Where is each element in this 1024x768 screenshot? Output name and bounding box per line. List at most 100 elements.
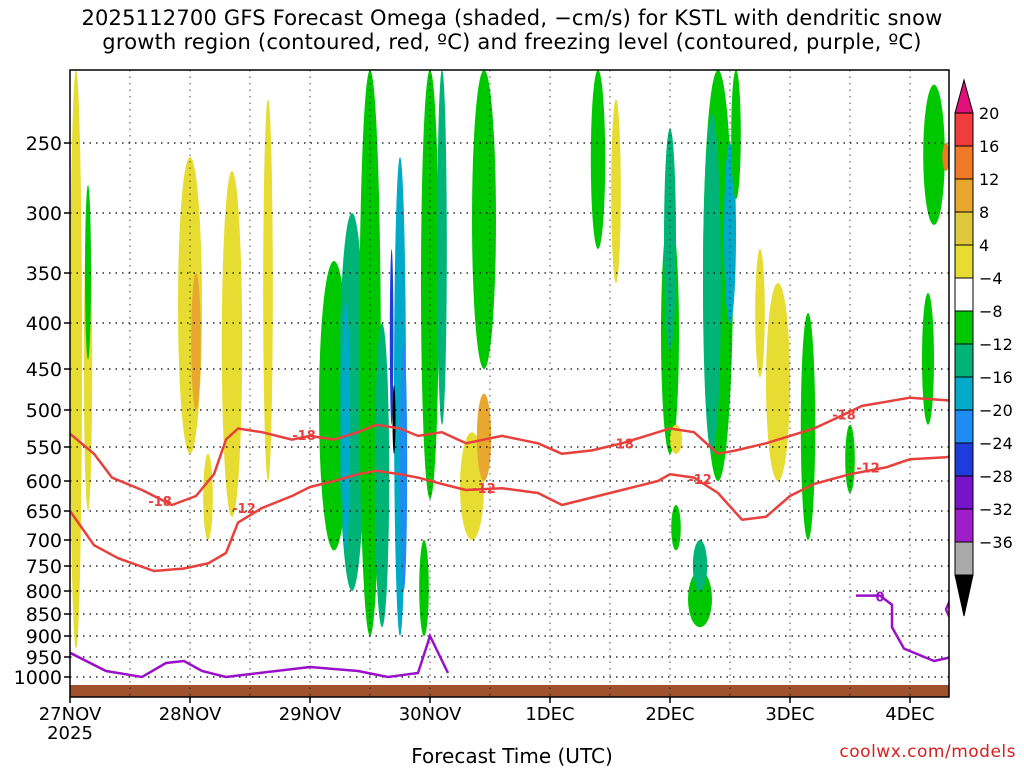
colorbar-swatch	[954, 244, 974, 279]
contour-label: -12	[856, 461, 880, 476]
colorbar-top-arrow	[954, 78, 974, 114]
omega-shade-region	[221, 171, 243, 517]
omega-shade-region	[703, 113, 721, 454]
omega-shade-region	[419, 540, 429, 636]
colorbar-swatch	[954, 310, 974, 345]
y-tick-label: 600	[26, 471, 62, 493]
colorbar-swatch	[954, 145, 974, 180]
colorbar-bottom-arrow	[954, 574, 974, 617]
x-tick-label: 4DEC	[885, 704, 934, 725]
colorbar-swatch	[954, 211, 974, 246]
colorbar-label: −24	[979, 434, 1013, 453]
colorbar-label: −4	[979, 269, 1003, 288]
colorbar-label: −20	[979, 401, 1013, 420]
x-tick-label: 3DEC	[765, 704, 814, 725]
contour-minus-18	[70, 396, 949, 507]
plot-frame	[69, 69, 950, 698]
omega-shade-region	[437, 70, 447, 425]
omega-shade-region	[670, 424, 682, 454]
chart-title-line-2: growth region (contoured, red, ºC) and f…	[102, 30, 922, 54]
omega-shade-region	[731, 70, 741, 199]
colorbar-swatch	[954, 376, 974, 411]
y-tick-label: 850	[26, 604, 62, 626]
colorbar-swatch	[954, 541, 974, 576]
omega-shade-region	[476, 393, 492, 481]
y-tick-label: 950	[26, 647, 62, 669]
omega-shade-region	[70, 70, 82, 649]
omega-shade-region	[692, 540, 708, 591]
colorbar-swatch	[954, 409, 974, 444]
contour-label: -18	[148, 495, 172, 510]
colorbar-label: 20	[979, 104, 999, 123]
omega-shade-region	[400, 341, 408, 591]
omega-shade-region	[341, 303, 351, 551]
omega-shade-region	[85, 185, 91, 360]
chart-title-line-1: 2025112700 GFS Forecast Omega (shaded, −…	[81, 6, 943, 30]
y-tick-label: 650	[26, 501, 62, 523]
contour-label: -18	[832, 408, 856, 423]
y-tick-label: 350	[26, 263, 62, 285]
omega-shade-region	[389, 249, 394, 425]
contour-label: -12	[472, 482, 496, 497]
omega-shade-region	[923, 84, 945, 225]
x-tick-label: 29NOV	[279, 704, 342, 725]
omega-shade-region	[374, 323, 390, 628]
omega-shade-region	[942, 143, 949, 171]
contour-label: -12	[232, 502, 256, 517]
colorbar-label: −16	[979, 368, 1013, 387]
contour-label: 0	[875, 591, 884, 606]
omega-shade-region	[472, 70, 496, 369]
y-tick-label: 900	[26, 626, 62, 648]
y-tick-label: 700	[26, 530, 62, 552]
omega-shade-region	[671, 505, 681, 551]
x-tick-label: 2DEC	[645, 704, 694, 725]
colorbar-label: −32	[979, 500, 1013, 519]
colorbar-label: −12	[979, 335, 1013, 354]
colorbar-swatch	[954, 475, 974, 510]
x-tick-label: 27NOV	[39, 704, 102, 725]
y-tick-label: 500	[26, 400, 62, 422]
colorbar-label: −28	[979, 467, 1013, 486]
contour-zero-lower	[70, 632, 450, 679]
omega-shade-region	[203, 453, 213, 540]
omega-shade-region	[755, 249, 765, 378]
y-tick-label: 750	[26, 556, 62, 578]
colorbar-label: 16	[979, 137, 999, 156]
colorbar-label: 4	[979, 236, 989, 255]
omega-shade-region	[191, 273, 201, 410]
colorbar-label: 12	[979, 170, 999, 189]
y-tick-label: 800	[26, 581, 62, 603]
colorbar-label: −8	[979, 302, 1003, 321]
colorbar-label: −36	[979, 533, 1013, 552]
y-tick-label: 450	[26, 359, 62, 381]
x-tick-label: 1DEC	[525, 704, 574, 725]
contour-0	[856, 594, 949, 663]
omega-shade-region	[263, 99, 273, 481]
y-tick-label: 550	[26, 437, 62, 459]
y-tick-label: 400	[26, 313, 62, 335]
colorbar-swatch	[954, 178, 974, 213]
colorbar-swatch	[954, 112, 974, 147]
surface-terrain	[70, 685, 949, 697]
x-axis-label: Forecast Time (UTC)	[411, 744, 613, 768]
omega-shade-region	[800, 313, 816, 540]
omega-shade-region	[688, 571, 712, 628]
y-tick-label: 300	[26, 203, 62, 225]
credit-text: coolwx.com/models	[839, 742, 1016, 762]
contour-minus-12	[70, 455, 949, 573]
y-tick-label: 250	[26, 133, 62, 155]
colorbar-swatch	[954, 508, 974, 543]
contour-label: -12	[688, 473, 712, 488]
omega-shade-region	[392, 385, 396, 454]
x-tick-label: 28NOV	[159, 704, 222, 725]
colorbar-swatch	[954, 277, 974, 312]
contour-label: -18	[292, 429, 316, 444]
colorbar-swatch	[954, 343, 974, 378]
omega-shade-region	[922, 293, 934, 425]
contour-label: -18	[610, 437, 634, 452]
omega-shade-region	[766, 283, 790, 481]
colorbar-swatch	[954, 442, 974, 477]
x-tick-sublabel: 2025	[47, 723, 93, 744]
omega-shade-region	[611, 99, 621, 283]
